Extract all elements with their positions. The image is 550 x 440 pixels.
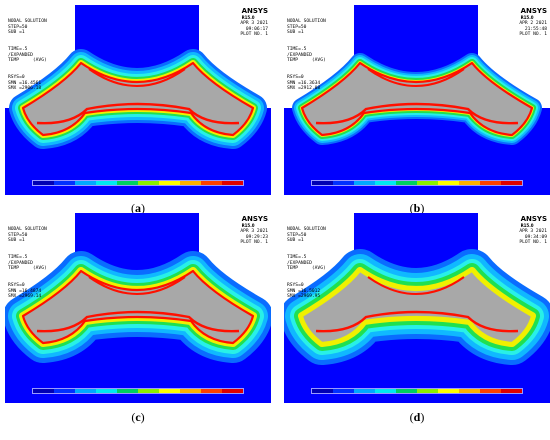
nodal-solution-info-d: NODAL SOLUTION STEP=50 SUB =1 TIME=.5/EXPA…	[287, 227, 326, 300]
legend-swatch	[75, 389, 96, 393]
nodal-solution-info-c: NODAL SOLUTION STEP=50 SUB =1 TIME=.5/EXPA…	[8, 227, 47, 300]
legend-swatch	[54, 181, 75, 185]
legend-swatch	[222, 181, 243, 185]
legend-swatch	[75, 181, 96, 185]
legend-swatch	[333, 389, 354, 393]
legend-swatch	[333, 181, 354, 185]
caption-b: (b)	[409, 201, 425, 215]
thermal-plot-b: NODAL SOLUTION STEP=50 SUB =1 TIME=.5/EXPA…	[284, 5, 550, 195]
legend-swatch	[312, 181, 333, 185]
legend-swatch	[459, 389, 480, 393]
legend-swatch	[96, 389, 117, 393]
legend-swatch	[201, 389, 222, 393]
legend-swatch	[180, 181, 201, 185]
contact-line	[315, 310, 519, 333]
thermal-plot-c: NODAL SOLUTION STEP=50 SUB =1 TIME=.5/EXPA…	[5, 213, 271, 403]
temperature-field-b	[284, 5, 550, 195]
legend-swatch	[480, 389, 501, 393]
legend-swatch	[354, 181, 375, 185]
workpiece-region	[21, 269, 255, 345]
legend-swatch	[438, 389, 459, 393]
temperature-field-d	[284, 213, 550, 403]
legend-swatch	[375, 181, 396, 185]
workpiece-region	[300, 269, 534, 345]
temperature-field-c	[5, 213, 271, 403]
plot-meta-b: APR 2 2021 21:55:48 PLOT NO. 1	[519, 21, 547, 38]
upper-contact-line	[88, 68, 186, 87]
thermal-plot-a: NODAL SOLUTION STEP=50 SUB =1 TIME=.5/EXPA…	[5, 5, 271, 195]
contact-line	[36, 310, 240, 333]
ansys-logo-c: ANSYS R15.0	[241, 215, 268, 228]
ansys-logo-b: ANSYS R15.0	[520, 7, 547, 20]
caption-a: (a)	[131, 201, 145, 215]
legend-swatch	[96, 181, 117, 185]
legend-swatch	[117, 181, 138, 185]
legend-swatch	[501, 389, 522, 393]
legend-colorbar	[311, 180, 523, 186]
legend-swatch	[33, 181, 54, 185]
plot-meta-a: APR 3 2021 09:06:17 PLOT NO. 1	[240, 21, 268, 38]
legend-swatch	[117, 389, 138, 393]
legend-swatch	[375, 389, 396, 393]
legend-swatch	[396, 181, 417, 185]
upper-contact-line	[367, 68, 465, 87]
plot-meta-d: APR 3 2021 09:34:09 PLOT NO. 1	[519, 229, 547, 246]
workpiece-region	[21, 61, 255, 137]
ansys-logo-d: ANSYS R15.0	[520, 215, 547, 228]
legend-swatch	[201, 181, 222, 185]
legend-swatch	[222, 389, 243, 393]
legend-swatch	[138, 389, 159, 393]
nodal-solution-info-a: NODAL SOLUTION STEP=50 SUB =1 TIME=.5/EXPA…	[8, 19, 47, 92]
caption-d: (d)	[409, 410, 425, 424]
legend-swatch	[33, 389, 54, 393]
legend-swatch	[54, 389, 75, 393]
nodal-solution-info-b: NODAL SOLUTION STEP=50 SUB =1 TIME=.5/EXPA…	[287, 19, 326, 92]
legend-swatch	[417, 181, 438, 185]
legend-colorbar	[32, 180, 244, 186]
contact-line	[315, 102, 519, 125]
legend-swatch	[159, 181, 180, 185]
workpiece-region	[300, 61, 534, 137]
legend-swatch	[396, 389, 417, 393]
legend-swatch	[180, 389, 201, 393]
caption-c: (c)	[131, 410, 145, 424]
legend-swatch	[354, 389, 375, 393]
thermal-plot-d: NODAL SOLUTION STEP=50 SUB =1 TIME=.5/EXPA…	[284, 213, 550, 403]
ansys-logo-a: ANSYS R15.0	[241, 7, 268, 20]
legend-swatch	[459, 181, 480, 185]
legend-colorbar	[311, 388, 523, 394]
legend-swatch	[312, 389, 333, 393]
legend-swatch	[159, 389, 180, 393]
contact-line	[36, 102, 240, 125]
plot-meta-c: APR 3 2021 09:29:23 PLOT NO. 1	[240, 229, 268, 246]
upper-contact-line	[367, 276, 465, 295]
legend-swatch	[417, 389, 438, 393]
upper-contact-line	[88, 276, 186, 295]
legend-swatch	[501, 181, 522, 185]
temperature-field-a	[5, 5, 271, 195]
legend-colorbar	[32, 388, 244, 394]
legend-swatch	[438, 181, 459, 185]
legend-swatch	[480, 181, 501, 185]
legend-swatch	[138, 181, 159, 185]
